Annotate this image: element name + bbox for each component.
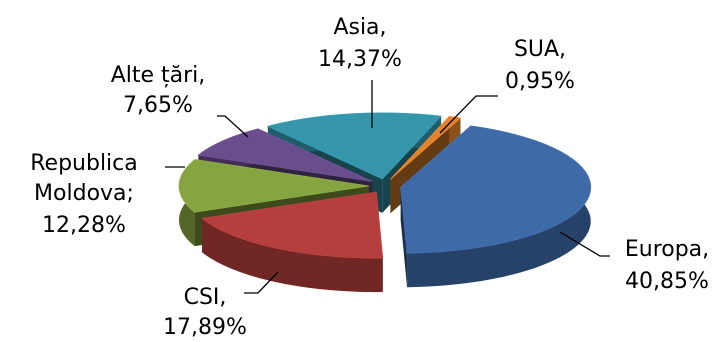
pie-slices <box>178 112 592 293</box>
label-moldova-line1: Republica <box>30 151 138 176</box>
label-moldova-line2: Moldova; <box>34 181 134 206</box>
label-csi-name: CSI, <box>184 285 227 310</box>
pie-slice-side-csi <box>202 218 383 293</box>
pie-slice-top-republica-moldova <box>178 159 370 213</box>
label-alte-value: 7,65% <box>123 93 193 118</box>
leader-lines <box>165 80 610 294</box>
label-asia-value: 14,37% <box>318 47 402 72</box>
pie-slice-top-asia <box>266 112 442 180</box>
label-europa-value: 40,85% <box>625 269 709 294</box>
label-sua-name: SUA, <box>514 37 566 62</box>
pie-slice-top-alte-ri <box>197 128 373 182</box>
leader-line-sua <box>439 95 498 134</box>
label-europa-name: Europa, <box>625 237 709 262</box>
leader-line-europa <box>559 231 610 257</box>
pie-slice-csi <box>201 191 384 293</box>
pie-slice-europa <box>400 125 592 288</box>
label-asia-name: Asia, <box>333 15 386 40</box>
leader-line-alte <box>217 115 249 138</box>
label-moldova-value: 12,28% <box>42 213 126 238</box>
label-sua-value: 0,95% <box>505 69 575 94</box>
leader-line-csi <box>244 271 279 294</box>
label-csi-value: 17,89% <box>163 315 247 340</box>
pie-slice-top-csi <box>201 191 384 259</box>
label-alte-name: Alte țări, <box>111 63 206 88</box>
pie-slice-wall-europa-1 <box>400 187 408 288</box>
pie-slice-top-europa <box>400 125 592 254</box>
